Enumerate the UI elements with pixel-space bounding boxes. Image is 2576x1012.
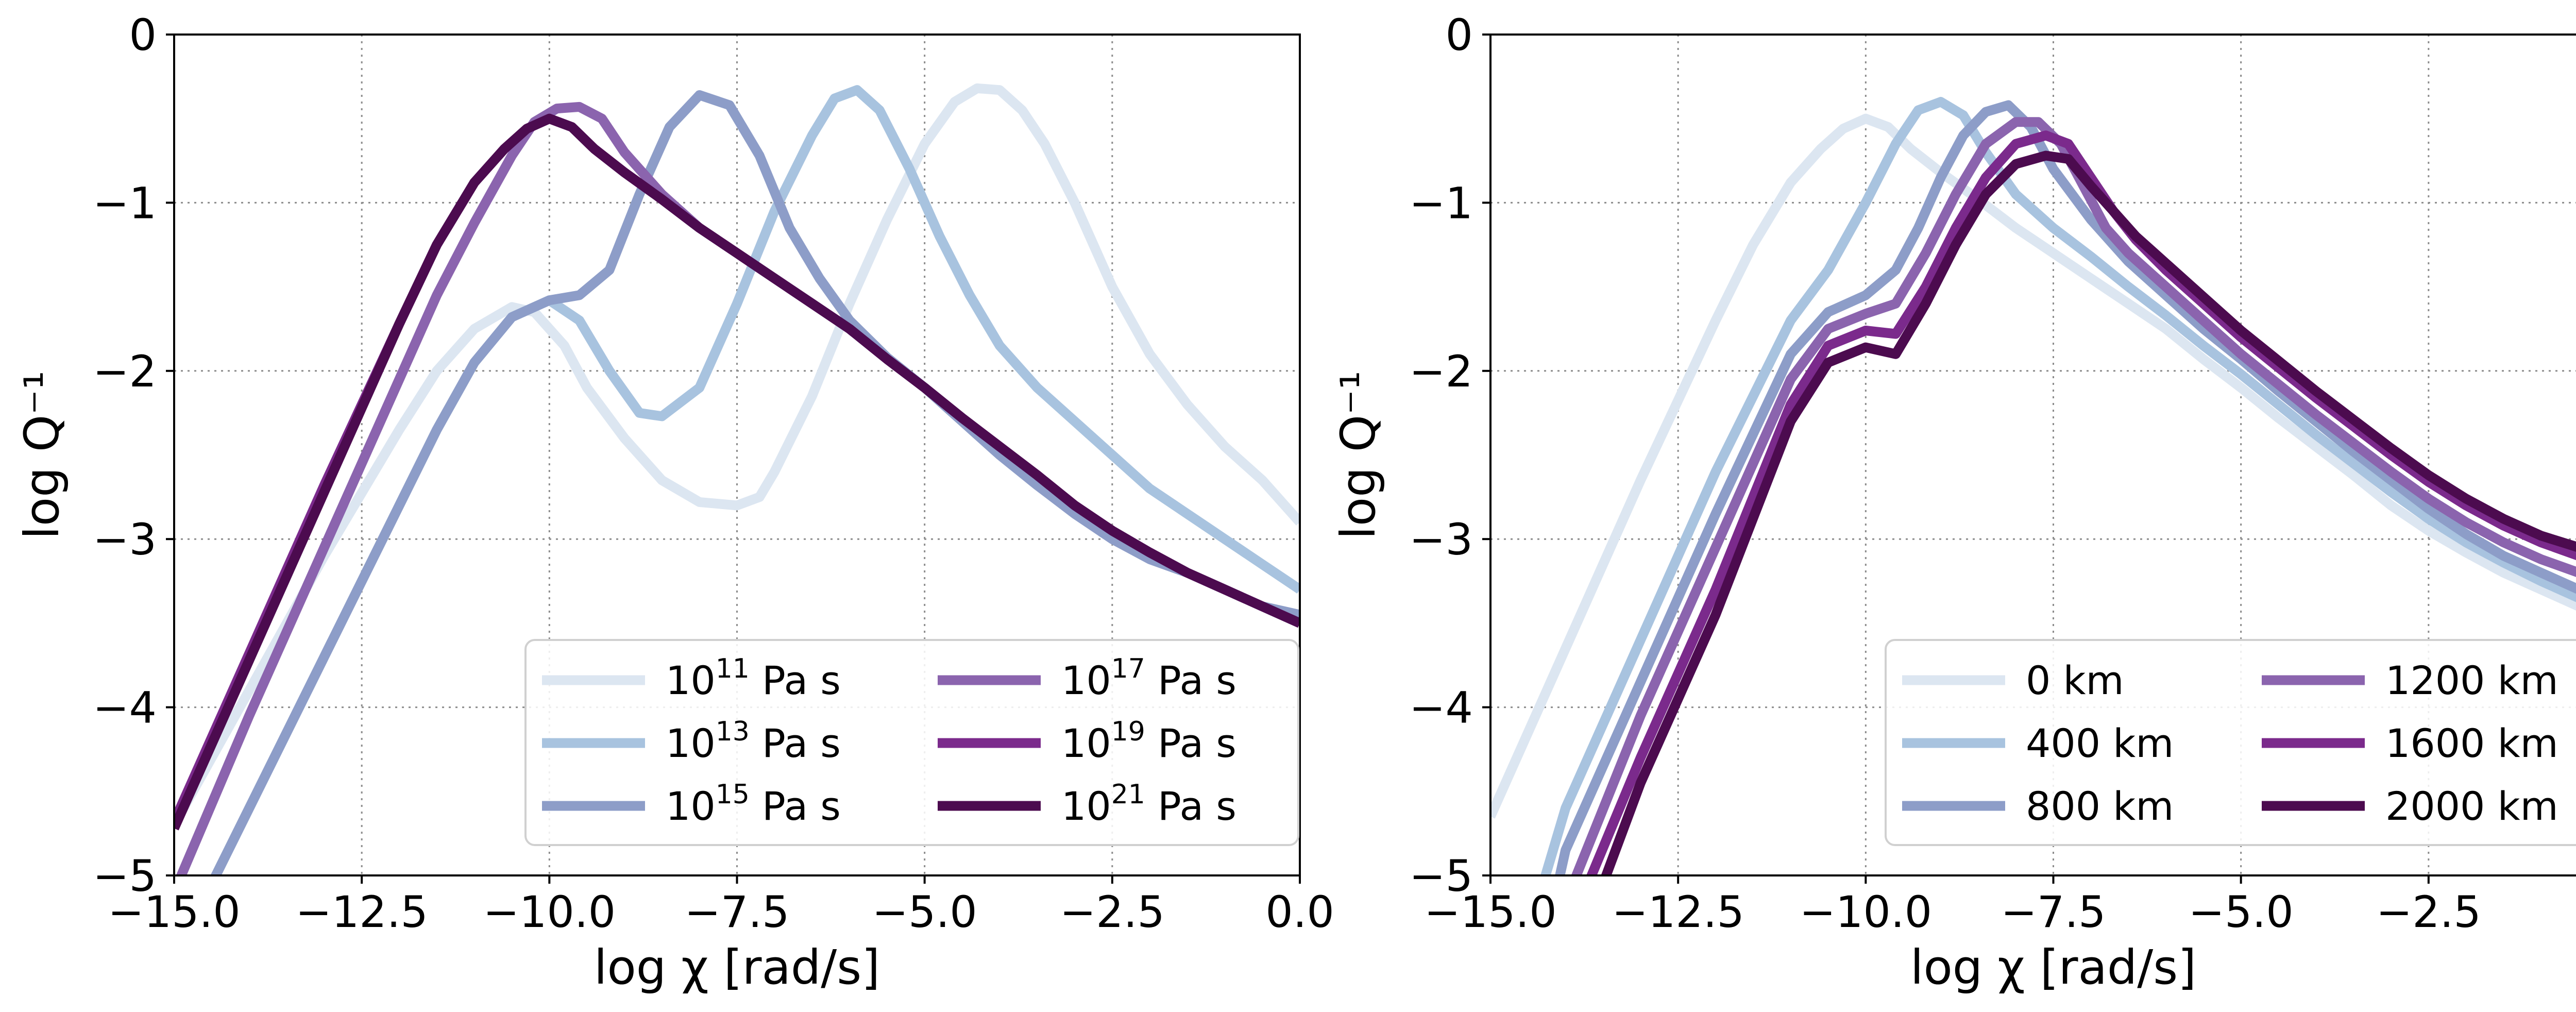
- x-tick-label: −2.5: [1060, 887, 1165, 937]
- legend-label-exponent: 17: [1111, 653, 1145, 684]
- legend-label-unit: Pa s: [1145, 720, 1236, 766]
- series-line-6: [174, 113, 1300, 831]
- legend-label-unit: Pa s: [750, 657, 841, 703]
- y-tick-label: −5: [1409, 851, 1473, 901]
- y-axis-label: log Q⁻¹: [14, 370, 70, 539]
- y-tick-label: −2: [1409, 346, 1473, 397]
- y-tick-label: −1: [93, 178, 157, 228]
- chart-panel-1: −15.0 −12.5 −10.0 −7.5 −5.0 −2.5 0.0 0 −1 −2 −3 −4 −…: [14, 10, 1334, 995]
- legend-label-base: 10: [1061, 657, 1111, 703]
- legend-box: [524, 639, 1299, 846]
- series-group: [1490, 97, 2576, 875]
- legend-label-exponent: 15: [716, 779, 750, 810]
- legend-label-exponent: 21: [1111, 779, 1145, 810]
- legend-label-5: 1019 Pa s: [1061, 716, 1236, 766]
- x-tick-label: −5.0: [2189, 887, 2294, 937]
- legend-label-unit: Pa s: [750, 720, 841, 766]
- chart-panel-2: −15.0−12.5−10.0−7.5−5.0−2.50.00−1−2−3−4−…: [1331, 10, 2576, 995]
- series-line-1: [174, 83, 1300, 828]
- legend-label-2: 400 km: [2026, 720, 2174, 766]
- legend-label-3: 1015 Pa s: [666, 779, 841, 829]
- legend-label-1: 0 km: [2026, 657, 2124, 703]
- x-tick-label: −5.0: [872, 887, 977, 937]
- legend-label-base: 0 km: [2026, 657, 2124, 703]
- series-line-6: [1601, 150, 2576, 875]
- y-axis-label: log Q⁻¹: [1331, 370, 1386, 539]
- series-line-2: [1540, 97, 2576, 875]
- legend-label-exponent: 19: [1111, 716, 1145, 747]
- y-tick-label: −1: [1409, 178, 1473, 228]
- legend-label-base: 800 km: [2026, 783, 2174, 829]
- legend-box: [1885, 639, 2576, 846]
- y-tick-label: 0: [1446, 10, 1473, 60]
- x-axis-label: log χ [rad/s]: [1910, 940, 2196, 995]
- x-tick-label: −10.0: [1800, 887, 1932, 937]
- y-tick-label: −4: [93, 683, 157, 733]
- legend: 0 km 400 km 800 km 1200 km 1600 km 2000 km: [1885, 639, 2576, 846]
- legend-label-4: 1017 Pa s: [1061, 653, 1236, 703]
- y-tick-label: −3: [1409, 514, 1473, 565]
- x-axis-label: log χ [rad/s]: [594, 940, 880, 995]
- x-tick-label: −7.5: [2001, 887, 2106, 937]
- y-tick-label: −3: [93, 514, 157, 565]
- x-tick-label: −7.5: [685, 887, 790, 937]
- x-tick-label: −10.0: [483, 887, 616, 937]
- series-line-3: [210, 90, 1300, 875]
- legend-label-exponent: 11: [716, 653, 750, 684]
- legend-label-base: 2000 km: [2385, 783, 2558, 829]
- x-tick-label: −15.0: [1424, 887, 1556, 937]
- x-tick-label: 0.0: [1265, 887, 1334, 937]
- series-line-3: [1555, 100, 2576, 875]
- legend-label-base: 1200 km: [2385, 657, 2558, 703]
- legend-label-base: 400 km: [2026, 720, 2174, 766]
- legend-label-unit: Pa s: [750, 783, 841, 829]
- y-tick-label: 0: [129, 10, 157, 60]
- legend-label-6: 2000 km: [2385, 783, 2558, 829]
- x-tick-label: −12.5: [295, 887, 428, 937]
- y-tick-label: −2: [93, 346, 157, 397]
- legend-label-base: 10: [666, 783, 716, 829]
- series-line-4: [1571, 117, 2576, 875]
- legend-label-base: 10: [1061, 783, 1111, 829]
- y-tick-label: −4: [1409, 683, 1473, 733]
- series-group: [174, 83, 1300, 875]
- legend-label-5: 1600 km: [2385, 720, 2558, 766]
- legend-label-base: 10: [666, 657, 716, 703]
- x-tick-label: −12.5: [1612, 887, 1744, 937]
- legend-label-3: 800 km: [2026, 783, 2174, 829]
- legend-label-base: 10: [666, 720, 716, 766]
- series-line-1: [1490, 113, 2576, 819]
- legend-label-2: 1013 Pa s: [666, 716, 841, 766]
- legend-label-unit: Pa s: [1145, 783, 1236, 829]
- legend-label-1: 1011 Pa s: [666, 653, 841, 703]
- legend-label-4: 1200 km: [2385, 657, 2558, 703]
- legend-label-base: 1600 km: [2385, 720, 2558, 766]
- x-tick-label: −2.5: [2376, 887, 2481, 937]
- legend-label-6: 1021 Pa s: [1061, 779, 1236, 829]
- legend-label-exponent: 13: [716, 716, 750, 747]
- x-tick-label: −15.0: [108, 887, 240, 937]
- legend-label-base: 10: [1061, 720, 1111, 766]
- legend-label-unit: Pa s: [1145, 657, 1236, 703]
- y-tick-label: −5: [93, 851, 157, 901]
